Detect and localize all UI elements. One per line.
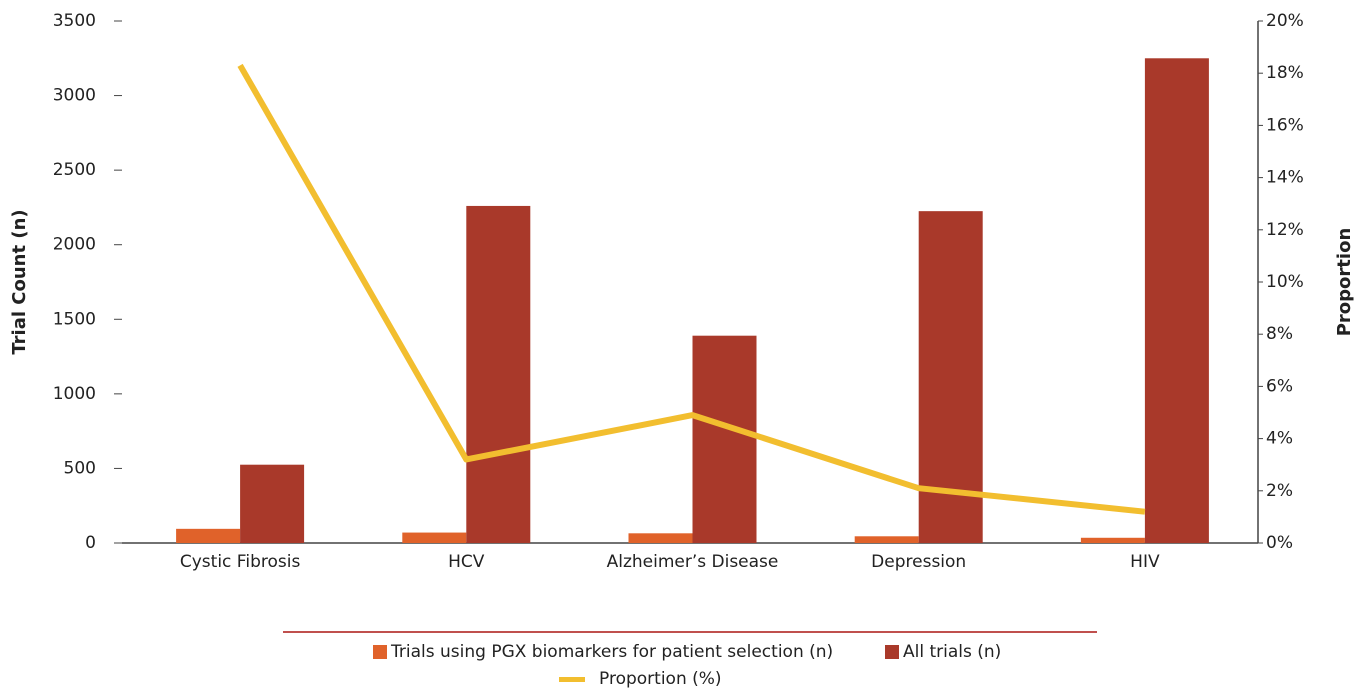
y-axis-title: Trial Count (n) — [9, 209, 30, 354]
y2-tick-label: 6% — [1266, 376, 1293, 396]
legend-label: All trials (n) — [903, 642, 1001, 662]
y-tick-label: 3500 — [53, 11, 96, 31]
legend-swatch — [885, 645, 899, 659]
bar — [854, 536, 919, 543]
bar — [176, 528, 241, 543]
legend-label: Proportion (%) — [599, 669, 722, 689]
y-tick-label: 2500 — [53, 160, 96, 180]
legend-swatch — [559, 677, 585, 682]
y-tick-label: 2000 — [53, 235, 96, 255]
x-tick-label: Cystic Fibrosis — [180, 552, 301, 572]
y-tick-label: 1000 — [53, 384, 96, 404]
y2-axis-title: Proportion — [1334, 228, 1355, 337]
x-tick-label: HCV — [448, 552, 485, 572]
y-tick-label: 1500 — [53, 309, 96, 329]
legend-swatch — [373, 645, 387, 659]
y-tick-label: 3000 — [53, 86, 96, 106]
legend-label: Trials using PGX biomarkers for patient … — [390, 642, 833, 662]
bar — [628, 533, 693, 543]
y2-tick-label: 16% — [1266, 115, 1304, 135]
y2-tick-label: 10% — [1266, 272, 1304, 292]
y-tick-label: 500 — [64, 458, 96, 478]
y2-tick-label: 18% — [1266, 63, 1304, 83]
bar — [692, 335, 757, 543]
x-tick-label: Alzheimer’s Disease — [607, 552, 779, 572]
y2-tick-label: 0% — [1266, 533, 1293, 553]
y2-tick-label: 20% — [1266, 11, 1304, 31]
bar — [1144, 58, 1209, 544]
y-tick-label: 0 — [85, 533, 96, 553]
x-tick-label: HIV — [1130, 552, 1160, 572]
y2-tick-label: 14% — [1266, 168, 1304, 188]
y2-tick-label: 8% — [1266, 324, 1293, 344]
y2-tick-label: 2% — [1266, 481, 1293, 501]
proportion-line — [237, 63, 1146, 515]
bar — [240, 464, 305, 543]
bar — [1080, 537, 1145, 543]
y2-tick-label: 12% — [1266, 220, 1304, 240]
bar — [466, 205, 531, 544]
x-tick-label: Depression — [871, 552, 966, 572]
bar — [402, 532, 467, 543]
y2-tick-label: 4% — [1266, 429, 1293, 449]
